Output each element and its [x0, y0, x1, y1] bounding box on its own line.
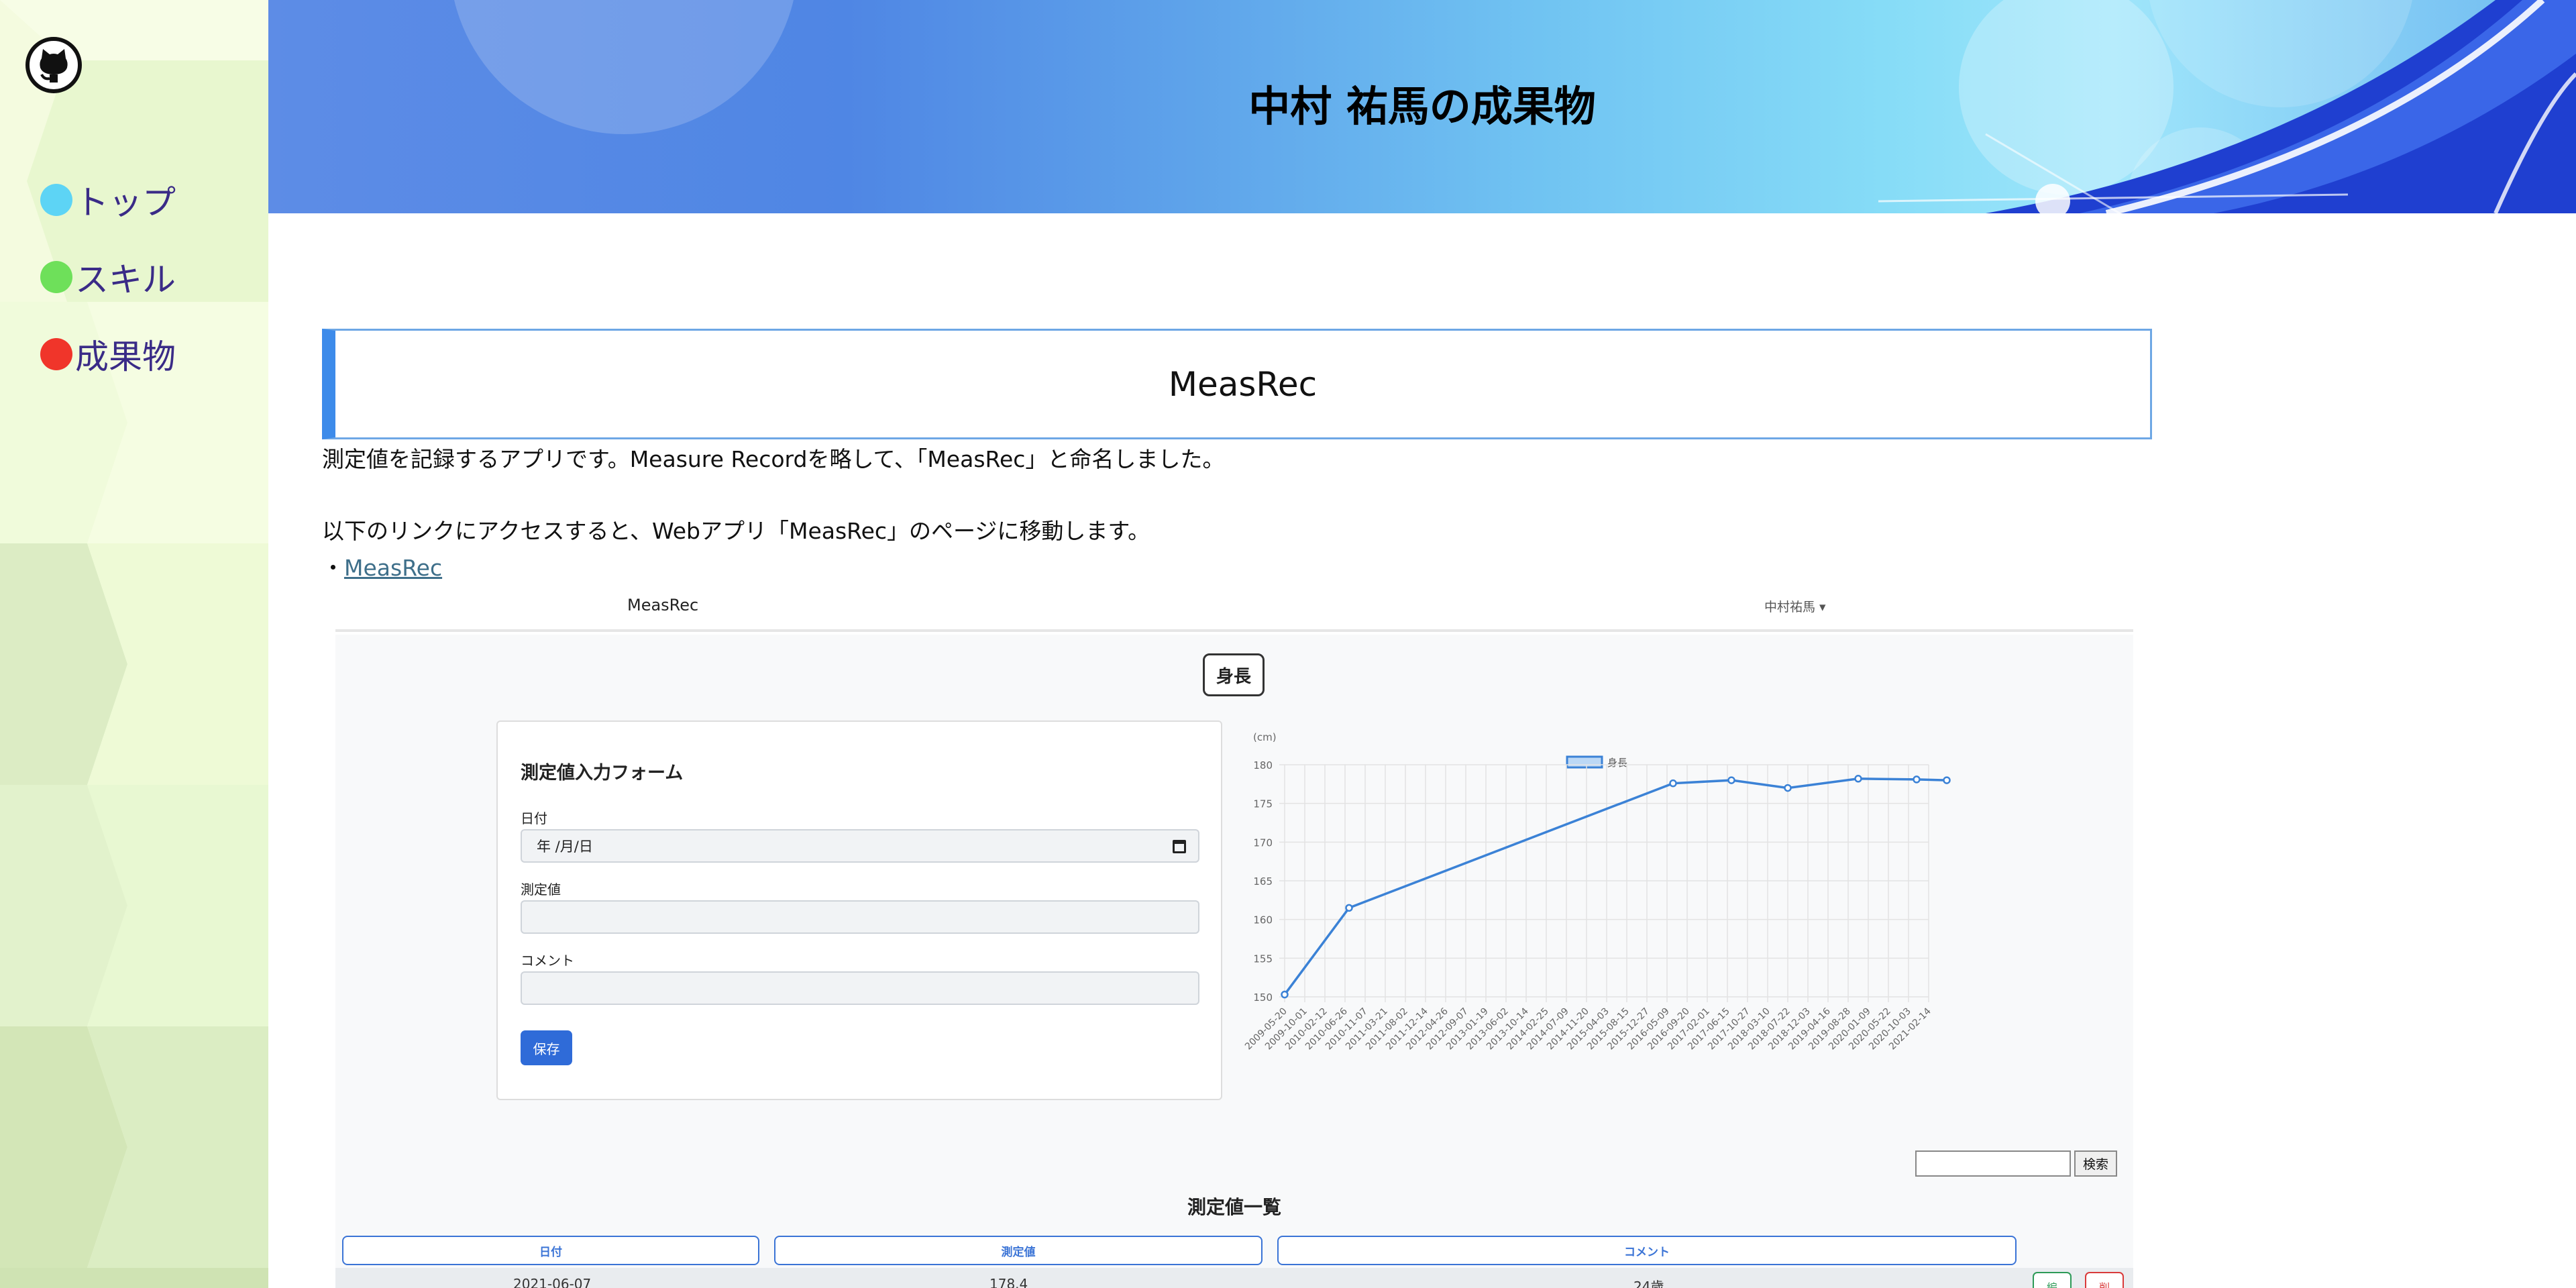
- y-tick-label: 150: [1253, 991, 1273, 1004]
- row-date: 2021-06-07: [513, 1276, 592, 1288]
- cyan-dot-icon: [40, 183, 72, 216]
- table-row: 2021-06-07 178.4 24歳 編 削: [335, 1268, 2133, 1288]
- sidebar-item-label: 成果物: [75, 337, 176, 376]
- date-input[interactable]: 年 /月/日: [521, 829, 1199, 863]
- y-unit-label: (cm): [1253, 731, 1277, 743]
- y-tick-label: 175: [1253, 798, 1273, 810]
- sidebar-item-label: トップ: [75, 182, 176, 222]
- search-button[interactable]: 検索: [2074, 1150, 2117, 1177]
- column-header-date[interactable]: 日付: [342, 1236, 759, 1265]
- data-point: [1345, 904, 1353, 912]
- edit-button[interactable]: 編: [2033, 1272, 2072, 1288]
- comment-label: コメント: [521, 953, 574, 969]
- delete-button[interactable]: 削: [2085, 1272, 2124, 1288]
- banner-decoration: [454, 0, 2576, 213]
- y-tick-label: 160: [1253, 914, 1273, 926]
- value-label: 測定値: [521, 881, 561, 898]
- data-point: [1281, 990, 1289, 999]
- github-icon[interactable]: [25, 37, 82, 93]
- row-comment: 24歳: [1633, 1279, 1664, 1288]
- sidebar-item-label: スキル: [75, 260, 176, 299]
- page-title: 中村 祐馬の成果物: [1248, 82, 1596, 131]
- sidebar-item-skills[interactable]: スキル: [40, 238, 176, 315]
- app-navbar: MeasRec 中村祐馬 ▾: [335, 584, 2133, 632]
- red-dot-icon: [40, 337, 72, 370]
- y-tick-label: 170: [1253, 837, 1273, 849]
- date-placeholder: 年 /月/日: [537, 839, 593, 855]
- y-tick-label: 180: [1253, 759, 1273, 771]
- data-point: [1784, 784, 1792, 792]
- link-line: ・MeasRec: [322, 550, 442, 582]
- calendar-icon[interactable]: [1173, 840, 1186, 853]
- hex-background: [0, 0, 268, 1288]
- form-title: 測定値入力フォーム: [521, 763, 684, 784]
- y-tick-label: 165: [1253, 875, 1273, 888]
- data-point: [1854, 775, 1862, 783]
- data-point: [1727, 776, 1735, 784]
- sidebar: トップ スキル 成果物: [0, 0, 268, 1288]
- github-octocat-icon: [40, 49, 68, 83]
- column-header-comment[interactable]: コメント: [1277, 1236, 2017, 1265]
- data-point: [1913, 775, 1921, 784]
- legend-swatch: [1566, 755, 1603, 769]
- save-button[interactable]: 保存: [521, 1030, 572, 1065]
- column-header-value[interactable]: 測定値: [774, 1236, 1263, 1265]
- sidebar-item-top[interactable]: トップ: [40, 161, 176, 238]
- comment-input[interactable]: [521, 971, 1199, 1005]
- value-input[interactable]: [521, 900, 1199, 934]
- row-value: 178.4: [989, 1276, 1028, 1288]
- date-label: 日付: [521, 810, 547, 826]
- link-intro-text: 以下のリンクにアクセスすると、Webアプリ「MeasRec」のページに移動します…: [322, 518, 1150, 544]
- link-bullet: ・: [322, 555, 344, 581]
- list-title: 測定値一覧: [1187, 1196, 1281, 1218]
- sidebar-nav: トップ スキル 成果物: [40, 161, 176, 392]
- search-input[interactable]: [1915, 1150, 2071, 1177]
- app-brand[interactable]: MeasRec: [627, 596, 699, 614]
- user-dropdown[interactable]: 中村祐馬 ▾: [1764, 600, 1826, 614]
- sidebar-item-works[interactable]: 成果物: [40, 315, 176, 392]
- header-banner: 中村 祐馬の成果物: [268, 0, 2576, 213]
- series-line-身長: [1283, 777, 1947, 996]
- legend-label: 身長: [1607, 757, 1627, 769]
- green-dot-icon: [40, 260, 72, 293]
- data-point: [1669, 779, 1677, 788]
- y-tick-label: 155: [1253, 953, 1273, 965]
- app-screenshot: MeasRec 中村祐馬 ▾ 身長 測定値入力フォーム 日付 年 /月/日 測定…: [335, 584, 2133, 1288]
- height-line-chart: (cm)身長1501551601651701751802009-05-20200…: [1243, 731, 1951, 1052]
- data-point: [1943, 776, 1951, 784]
- height-tag-button[interactable]: 身長: [1203, 653, 1265, 696]
- measrec-link[interactable]: MeasRec: [344, 555, 443, 581]
- input-form-card: 測定値入力フォーム 日付 年 /月/日 測定値 コメント 保存: [496, 720, 1222, 1100]
- section-heading-text: MeasRec: [1168, 364, 1318, 404]
- section-heading: MeasRec: [322, 329, 2152, 439]
- description-text: 測定値を記録するアプリです。Measure Recordを略して、「MeasRe…: [322, 446, 1225, 472]
- app-body: 身長 測定値入力フォーム 日付 年 /月/日 測定値 コメント 保存 (cm) 身…: [335, 635, 2133, 1288]
